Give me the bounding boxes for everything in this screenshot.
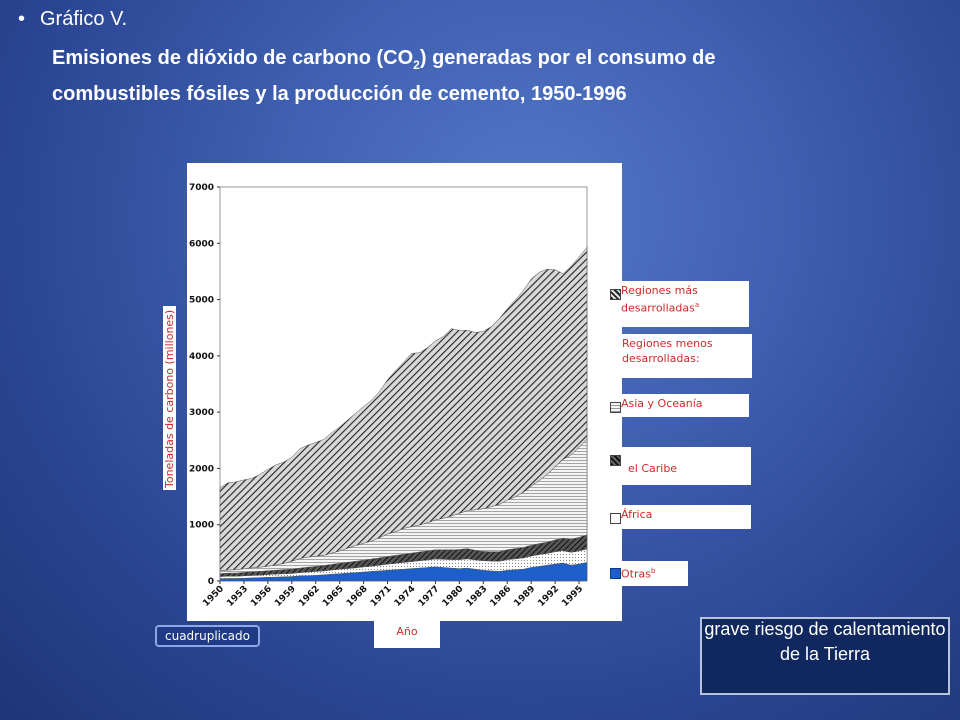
x-axis-label: Año xyxy=(374,621,440,648)
y-tick-label: 5000 xyxy=(189,296,214,306)
x-tick-label: 1980 xyxy=(441,584,466,609)
y-tick-label: 2000 xyxy=(189,464,214,474)
legend-swatch-africa xyxy=(610,513,621,524)
title-part1: Emisiones de dióxido de carbono (CO xyxy=(52,47,414,69)
title-subscript: 2 xyxy=(413,58,420,72)
legend-item-other: Otrasb xyxy=(608,561,688,586)
x-tick-label: 1962 xyxy=(297,584,322,609)
y-axis-label: Toneladas de carbono (millones) xyxy=(163,306,176,490)
legend-item-asia: Asia y Oceanía xyxy=(608,394,749,417)
badge-quadrupled: cuadruplicado xyxy=(155,625,260,647)
x-tick-label: 1965 xyxy=(321,584,346,609)
callout-box: grave riesgo de calentamiento de la Tier… xyxy=(700,617,950,695)
legend-label-less-developed: Regiones menos desarrolladas: xyxy=(622,337,713,365)
y-tick-label: 1000 xyxy=(189,521,214,531)
y-tick-label: 7000 xyxy=(189,183,214,193)
x-tick-label: 1983 xyxy=(465,584,490,609)
legend-label-developed: Regiones más desarrolladasa xyxy=(621,284,700,315)
title-part2: ) generadas por el consumo de combustibl… xyxy=(52,47,716,105)
bullet-text: Gráfico V. xyxy=(40,8,128,30)
x-tick-label: 1953 xyxy=(225,584,250,609)
x-tick-label: 1950 xyxy=(201,584,226,609)
x-tick-label: 1995 xyxy=(560,584,585,609)
x-tick-label: 1974 xyxy=(393,584,418,609)
legend-swatch-developed xyxy=(610,289,621,300)
x-tick-label: 1986 xyxy=(489,584,514,609)
y-tick-label: 3000 xyxy=(189,408,214,418)
x-tick-label: 1959 xyxy=(273,584,298,609)
series-area-4 xyxy=(219,246,588,572)
legend-label-asia: Asia y Oceanía xyxy=(621,397,703,410)
legend-item-less-developed: Regiones menos desarrolladas: xyxy=(620,334,752,378)
y-tick-label: 6000 xyxy=(189,239,214,249)
legend-label-africa: África xyxy=(621,508,653,521)
x-tick-label: 1968 xyxy=(345,584,370,609)
legend-item-caribbean: el Caribe xyxy=(608,447,751,485)
x-tick-label: 1992 xyxy=(536,584,561,609)
y-tick-label: 4000 xyxy=(189,352,214,362)
callout-text: grave riesgo de calentamiento de la Tier… xyxy=(704,619,946,664)
bullet-dot: • xyxy=(18,8,26,30)
legend-swatch-caribbean xyxy=(610,455,621,466)
x-tick-label: 1989 xyxy=(512,584,537,609)
legend-label-caribbean: el Caribe xyxy=(628,462,678,475)
x-tick-label: 1956 xyxy=(249,584,274,609)
chart-panel: 0 1000 2000 3000 4000 5000 6000 7000 1950 1953 195… xyxy=(187,163,622,621)
legend-swatch-other xyxy=(610,568,621,579)
y-tick-label: 0 xyxy=(208,577,214,587)
bullet-line: • Gráfico V. xyxy=(18,8,127,31)
x-tick-label: 1977 xyxy=(417,584,442,609)
x-tick-label: 1971 xyxy=(369,584,394,609)
legend-item-africa: África xyxy=(608,505,751,529)
legend-label-other: Otrasb xyxy=(621,567,656,581)
legend-swatch-asia xyxy=(610,402,621,413)
legend-item-developed: Regiones más desarrolladasa xyxy=(608,281,749,327)
slide-title: Emisiones de dióxido de carbono (CO2) ge… xyxy=(52,44,812,109)
